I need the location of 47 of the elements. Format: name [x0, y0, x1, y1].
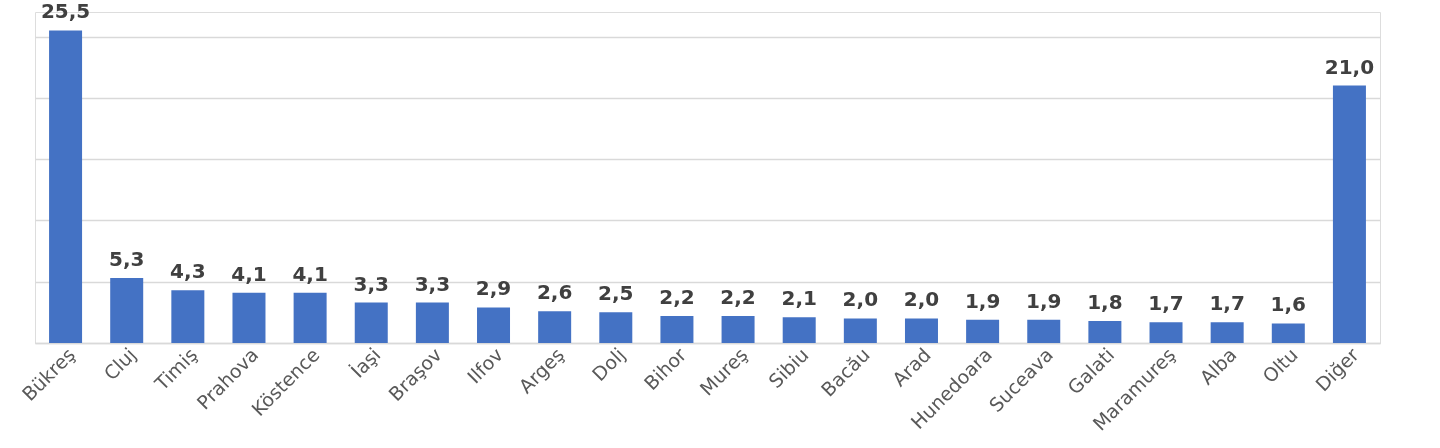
data-label: 2,2: [720, 285, 756, 310]
data-label: 4,1: [292, 261, 328, 286]
data-label: 5,3: [108, 247, 145, 272]
bar: [599, 312, 633, 343]
bar: [1271, 323, 1305, 343]
bar: [966, 319, 1000, 343]
bar: [1210, 322, 1244, 343]
data-label: 2,5: [598, 281, 634, 306]
bar: [293, 292, 327, 343]
data-label: 3,3: [353, 271, 389, 296]
data-label: 4,3: [170, 259, 206, 284]
bar: [232, 292, 266, 343]
data-label: 1,9: [964, 288, 1001, 313]
data-label: 2,1: [781, 286, 817, 311]
data-label: 3,3: [414, 271, 451, 296]
bar: [843, 318, 877, 343]
data-label: 21,0: [1324, 54, 1375, 79]
bar: [1088, 320, 1122, 343]
bar: [904, 318, 938, 343]
bar: [782, 317, 816, 343]
data-label: 2,6: [536, 280, 573, 305]
data-label: 25,5: [40, 0, 91, 24]
x-tick-label: İaşi: [346, 343, 385, 382]
bar: [1149, 322, 1183, 343]
x-tick-label: Oltu: [1258, 343, 1302, 388]
data-label: 2,2: [659, 285, 695, 310]
data-label: 4,1: [231, 261, 267, 286]
bar: [1027, 319, 1061, 343]
data-label: 1,7: [1148, 291, 1184, 316]
data-label: 1,8: [1087, 289, 1123, 314]
bar: [721, 316, 755, 343]
bar: [415, 302, 449, 343]
data-label: 2,0: [842, 287, 879, 312]
bar: [477, 307, 511, 343]
bar: [171, 290, 205, 343]
data-label: 2,9: [475, 276, 512, 301]
bar: [110, 278, 144, 343]
data-label: 1,6: [1270, 292, 1307, 317]
bar: [49, 30, 83, 343]
bar: [660, 316, 694, 343]
bar: [538, 311, 572, 343]
data-label: 1,9: [1026, 288, 1062, 313]
data-label: 2,0: [903, 287, 940, 312]
data-label: 1,7: [1209, 291, 1245, 316]
bar: [354, 302, 388, 343]
x-tick-label: Cluj: [99, 343, 141, 385]
bar: [1332, 85, 1366, 343]
